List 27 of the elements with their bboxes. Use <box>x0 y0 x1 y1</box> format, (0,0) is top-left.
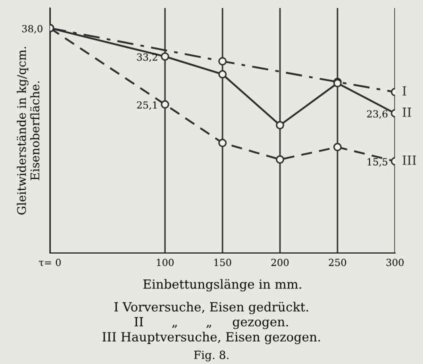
series-label: III <box>402 156 416 165</box>
data-label: 15,5 <box>368 158 388 167</box>
x-tick-label: 300 <box>386 258 404 266</box>
x-tick-label: 250 <box>328 258 346 266</box>
text: I Vorversuche, Eisen gedrückt. <box>114 302 308 314</box>
point <box>160 52 170 61</box>
series-label: I <box>402 86 406 96</box>
text: II „ „ gezogen. <box>134 317 288 330</box>
caption: Fig. 8. <box>194 350 228 362</box>
point <box>276 155 284 164</box>
point <box>218 70 227 78</box>
data-label: 38,0 <box>22 24 42 34</box>
x-tick-label: 100 <box>156 258 174 266</box>
x-tick-label: τ= 0 <box>38 258 61 266</box>
series-label: II <box>402 108 412 117</box>
x-tick-label: 200 <box>271 258 289 266</box>
data-label: 23,6 <box>367 110 388 119</box>
point <box>218 138 227 148</box>
point <box>160 100 170 109</box>
point <box>276 121 284 130</box>
x-axis-title: Einbettungslänge in mm. <box>143 279 302 292</box>
point <box>333 142 342 152</box>
y-axis-title: Gleitwiderstände in kg/qcm. Eisenoberfläche. <box>16 46 40 215</box>
text: III Hauptversuche, Eisen gezogen. <box>102 332 320 344</box>
data-label: 25,1 <box>137 101 157 110</box>
x-tick-label: 150 <box>214 258 232 266</box>
data-label: 33,2 <box>137 53 158 62</box>
